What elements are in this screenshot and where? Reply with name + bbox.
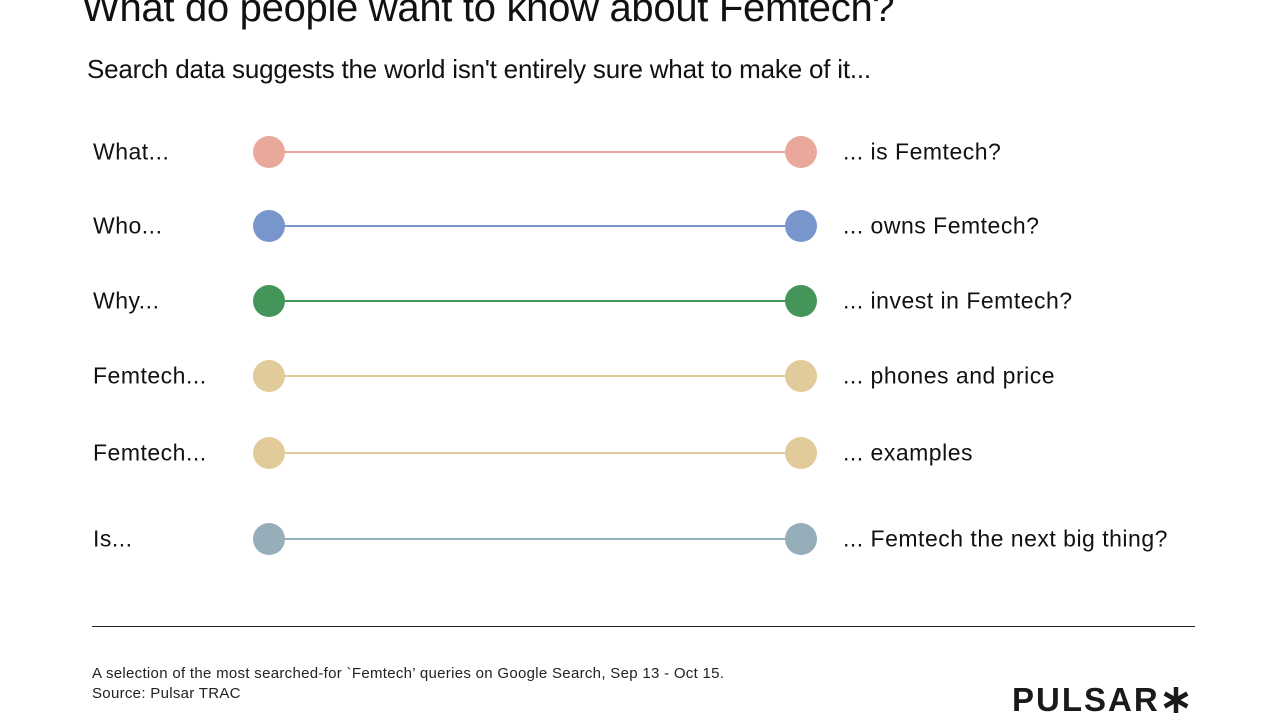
logo-wordmark: PULSAR xyxy=(1012,681,1160,718)
query-start-dot xyxy=(253,437,285,469)
footer-divider xyxy=(92,626,1195,627)
query-start-dot xyxy=(253,136,285,168)
footnote-source: Source: Pulsar TRAC xyxy=(92,685,241,702)
query-connector-line xyxy=(269,225,801,227)
query-prefix: What... xyxy=(93,138,170,165)
query-end-dot xyxy=(785,360,817,392)
query-start-dot xyxy=(253,360,285,392)
page-title: What do people want to know about Femtec… xyxy=(82,0,895,30)
query-prefix: Femtech... xyxy=(93,362,207,389)
query-start-dot xyxy=(253,523,285,555)
asterisk-icon xyxy=(1163,687,1189,713)
query-end-dot xyxy=(785,437,817,469)
pulsar-logo: PULSAR xyxy=(1012,680,1190,720)
query-start-dot xyxy=(253,285,285,317)
query-suffix: ... invest in Femtech? xyxy=(843,287,1073,314)
query-end-dot xyxy=(785,523,817,555)
footnote: A selection of the most searched-for `Fe… xyxy=(92,664,724,704)
query-row: Who... ... owns Femtech? xyxy=(0,206,1282,246)
query-end-dot xyxy=(785,285,817,317)
footnote-description: A selection of the most searched-for `Fe… xyxy=(92,665,725,682)
query-prefix: Who... xyxy=(93,212,163,239)
query-suffix: ... Femtech the next big thing? xyxy=(843,525,1168,552)
query-start-dot xyxy=(253,210,285,242)
query-connector-line xyxy=(269,452,801,454)
query-connector-line xyxy=(269,375,801,377)
query-connector-line xyxy=(269,151,801,153)
page-subtitle: Search data suggests the world isn't ent… xyxy=(87,54,871,84)
query-suffix: ... owns Femtech? xyxy=(843,212,1040,239)
query-prefix: Why... xyxy=(93,287,160,314)
query-row: Is... ... Femtech the next big thing? xyxy=(0,519,1282,559)
query-end-dot xyxy=(785,136,817,168)
query-row: Why... ... invest in Femtech? xyxy=(0,281,1282,321)
query-suffix: ... examples xyxy=(843,439,973,466)
query-prefix: Femtech... xyxy=(93,439,207,466)
query-suffix: ... phones and price xyxy=(843,362,1056,389)
query-connector-line xyxy=(269,300,801,302)
query-prefix: Is... xyxy=(93,525,133,552)
query-row: Femtech... ... examples xyxy=(0,433,1282,473)
query-row: Femtech... ... phones and price xyxy=(0,356,1282,396)
query-end-dot xyxy=(785,210,817,242)
query-connector-line xyxy=(269,538,801,540)
query-row: What... ... is Femtech? xyxy=(0,132,1282,172)
query-suffix: ... is Femtech? xyxy=(843,138,1002,165)
